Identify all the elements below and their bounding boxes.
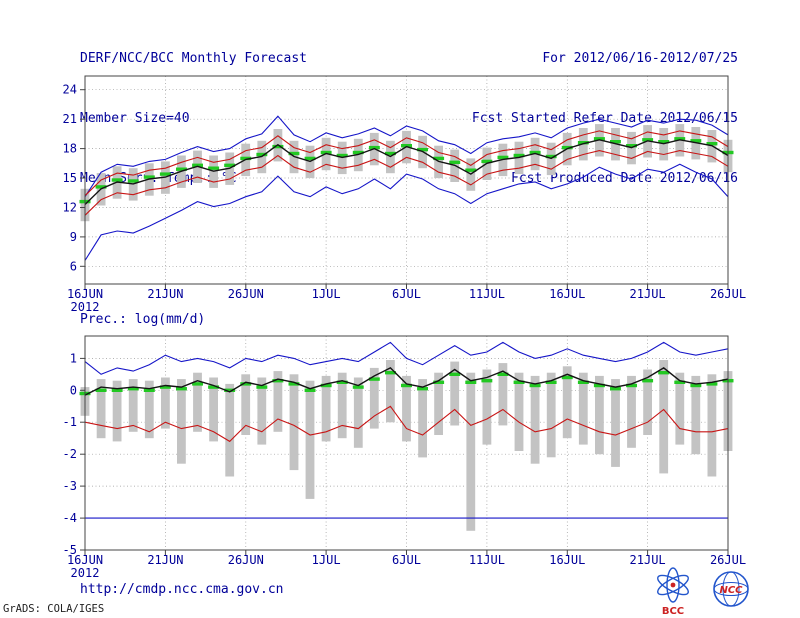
- precipitation-chart: -5 -4 -3 -2 -1 0 1 16JUN 21JUN 26JUN 1JUL 6JUL 11JUL…: [63, 335, 746, 580]
- bcc-logo-icon: BCC: [657, 567, 689, 617]
- svg-text:15: 15: [63, 171, 77, 185]
- ncc-logo-icon: NCC: [713, 571, 749, 607]
- logos: BCC NCC: [650, 566, 754, 618]
- series-ensemble-min: [84, 163, 729, 261]
- series-upper-percentile: [84, 130, 729, 197]
- header-right: For 2012/06/16-2012/07/25 Fcst Started R…: [472, 9, 738, 229]
- svg-text:26JUL: 26JUL: [710, 287, 746, 301]
- gridlines: [84, 76, 729, 284]
- svg-text:2012: 2012: [71, 300, 100, 314]
- svg-text:12: 12: [63, 201, 77, 215]
- series-lines: [84, 115, 729, 261]
- ncc-logo-text: NCC: [719, 585, 743, 596]
- series-lower-percentile: [84, 150, 729, 216]
- svg-text:11JUL: 11JUL: [469, 553, 505, 567]
- svg-text:-1: -1: [63, 415, 77, 429]
- svg-text:21JUN: 21JUN: [147, 287, 183, 301]
- svg-text:-3: -3: [63, 479, 77, 493]
- svg-text:1JUL: 1JUL: [312, 287, 341, 301]
- svg-text:26JUN: 26JUN: [228, 287, 264, 301]
- svg-text:26JUN: 26JUN: [228, 553, 264, 567]
- svg-text:6: 6: [70, 259, 77, 273]
- temperature-chart: 6 9 12 15 18 21 24 16JUN 21JUN 26JUN 1JUL 6JUL 11JUL…: [63, 75, 746, 314]
- svg-text:21JUN: 21JUN: [147, 553, 183, 567]
- fcst-produced-date-label: Fcst Produced Date 2012/06/16: [511, 171, 738, 186]
- svg-text:-4: -4: [63, 511, 77, 525]
- svg-text:21: 21: [63, 112, 77, 126]
- svg-text:24: 24: [63, 83, 77, 97]
- svg-text:16JUN: 16JUN: [67, 553, 103, 567]
- svg-text:-2: -2: [63, 447, 77, 461]
- svg-text:2012: 2012: [71, 566, 100, 580]
- ensemble-spread-bars: [80, 360, 733, 531]
- axes: 6 9 12 15 18 21 24 16JUN 21JUN 26JUN 1JUL 6JUL 11JUL…: [63, 75, 746, 314]
- series-ensemble-mean: [84, 139, 729, 206]
- svg-text:18: 18: [63, 142, 77, 156]
- svg-text:16JUL: 16JUL: [549, 553, 585, 567]
- svg-text:16JUN: 16JUN: [67, 287, 103, 301]
- svg-text:1: 1: [70, 351, 77, 365]
- bcc-logo-text: BCC: [662, 606, 684, 617]
- axes: -5 -4 -3 -2 -1 0 1 16JUN 21JUN 26JUN 1JUL 6JUL 11JUL…: [63, 335, 746, 580]
- svg-text:21JUL: 21JUL: [630, 287, 666, 301]
- bcc-logo: BCC: [650, 566, 696, 618]
- svg-text:11JUL: 11JUL: [469, 287, 505, 301]
- series-ensemble-mean: [84, 367, 729, 396]
- climatology-dashes: [79, 371, 734, 396]
- svg-text:-5: -5: [63, 543, 77, 557]
- svg-text:0: 0: [70, 383, 77, 397]
- prec-variable-label: Prec.: log(mm/d): [80, 312, 206, 327]
- series-ensemble-max: [84, 341, 729, 375]
- member-size-label: Member Size=40: [80, 111, 190, 126]
- svg-text:9: 9: [70, 230, 77, 244]
- grads-credit: GrADS: COLA/IGES: [3, 603, 105, 615]
- svg-text:6JUL: 6JUL: [392, 287, 421, 301]
- series-lines: [84, 341, 729, 519]
- page-title: DERF/NCC/BCC Monthly Forecast: [80, 51, 307, 66]
- svg-text:21JUL: 21JUL: [630, 553, 666, 567]
- forecast-range-label: For 2012/06/16-2012/07/25: [542, 51, 738, 66]
- source-url: http://cmdp.ncc.cma.gov.cn: [80, 582, 284, 597]
- svg-text:1JUL: 1JUL: [312, 553, 341, 567]
- svg-text:16JUL: 16JUL: [549, 287, 585, 301]
- svg-text:6JUL: 6JUL: [392, 553, 421, 567]
- ncc-logo: NCC: [708, 566, 754, 618]
- series-ensemble-max: [84, 115, 729, 198]
- svg-text:26JUL: 26JUL: [710, 553, 746, 567]
- series-lower-percentile: [84, 405, 729, 443]
- fcst-start-date-label: Fcst Started Refer Date 2012/06/15: [471, 111, 738, 126]
